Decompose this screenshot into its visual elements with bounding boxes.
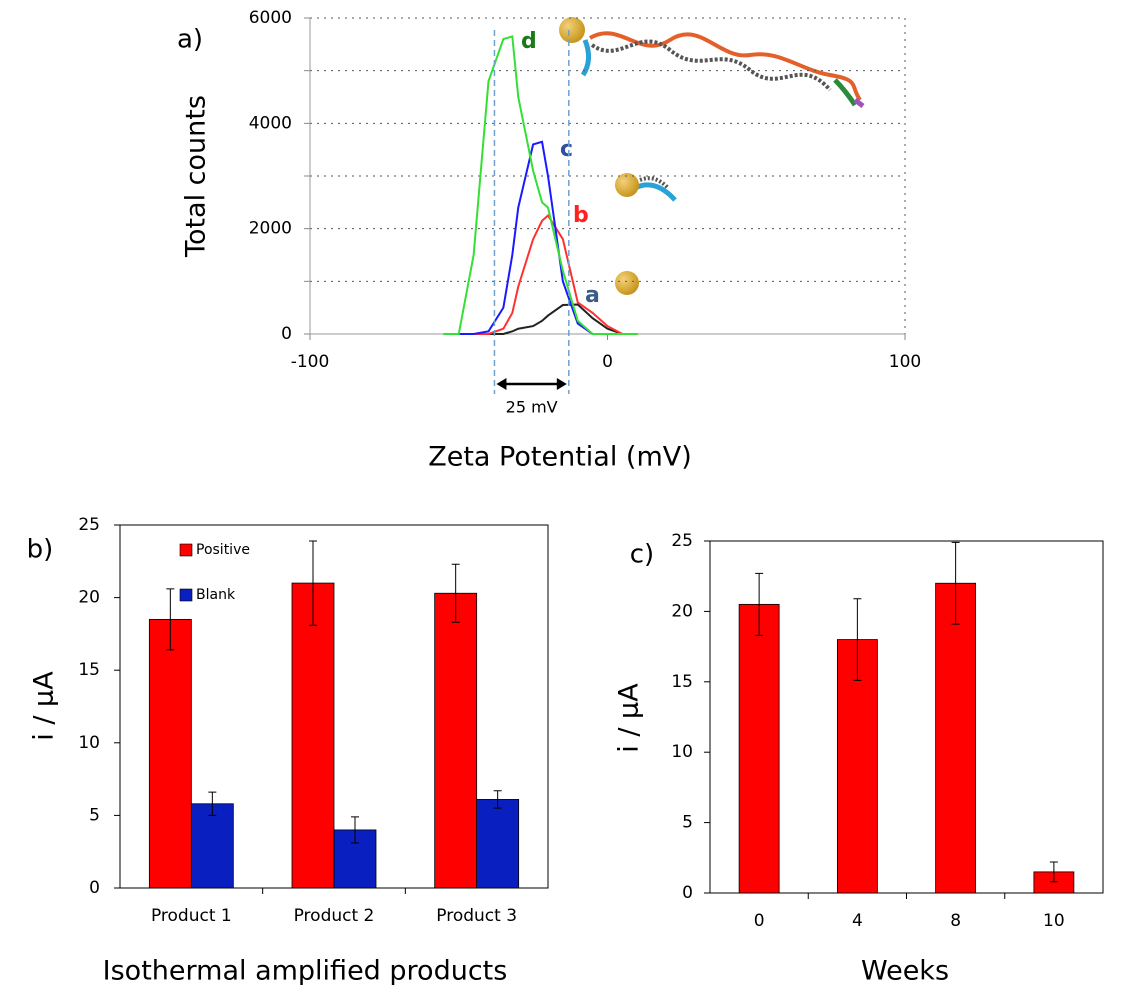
y-tick-label: 20 xyxy=(671,601,693,621)
strand xyxy=(639,176,670,190)
bar xyxy=(148,618,192,889)
strand xyxy=(633,182,677,202)
bar xyxy=(291,582,335,889)
x-tick-label: 10 xyxy=(1043,911,1065,931)
y-tick-label: 0 xyxy=(89,878,100,898)
annotation: 25 mV xyxy=(506,398,558,417)
bar xyxy=(738,603,780,894)
cartoons xyxy=(559,17,865,295)
y-tick-label: 25 xyxy=(78,515,100,535)
series-label: c xyxy=(560,137,573,162)
line-series xyxy=(443,35,638,335)
legend-label: Blank xyxy=(196,587,236,603)
y-tick-label: 10 xyxy=(78,733,100,753)
bar xyxy=(434,592,478,889)
x-tick-label: Product 2 xyxy=(294,906,375,926)
line-series xyxy=(443,140,638,335)
x-tick-label: -100 xyxy=(291,352,330,372)
series-label: a xyxy=(585,283,600,308)
bar xyxy=(476,799,520,889)
x-tick-label: 0 xyxy=(754,911,765,931)
panel-label: b) xyxy=(27,535,54,565)
y-tick-label: 4000 xyxy=(249,113,292,133)
x-tick-label: 8 xyxy=(950,911,961,931)
y-tick-label: 5 xyxy=(682,813,693,833)
x-axis-label: Weeks xyxy=(861,956,949,987)
y-axis-label: i / μA xyxy=(29,671,60,741)
y-tick-label: 20 xyxy=(78,588,100,608)
x-axis-label: Zeta Potential (mV) xyxy=(428,442,692,473)
strand xyxy=(580,39,591,77)
error-bar xyxy=(351,816,359,844)
x-tick-label: Product 1 xyxy=(151,906,232,926)
error-bar xyxy=(755,572,764,636)
nanoparticle xyxy=(615,271,639,295)
nanoparticle xyxy=(615,173,639,197)
strand xyxy=(853,98,865,108)
bar xyxy=(836,639,878,894)
line-series xyxy=(443,213,638,335)
y-tick-label: 6000 xyxy=(249,8,292,28)
y-tick-label: 5 xyxy=(89,805,100,825)
legend-label: Positive xyxy=(196,542,250,558)
y-tick-label: 10 xyxy=(671,742,693,762)
error-bar xyxy=(1049,861,1058,883)
error-bar xyxy=(166,588,175,651)
bar xyxy=(935,582,977,894)
x-tick-label: 0 xyxy=(602,352,613,372)
error-bar xyxy=(309,540,317,626)
error-bar xyxy=(951,541,960,625)
x-tick-label: 4 xyxy=(852,911,863,931)
helix xyxy=(590,39,832,92)
x-tick-label: Product 3 xyxy=(436,906,517,926)
error-bar xyxy=(208,791,217,816)
y-axis-label: i / μA xyxy=(614,683,645,753)
line-series xyxy=(443,303,638,335)
panel-label: a) xyxy=(177,25,203,55)
series-label: b xyxy=(573,203,589,228)
error-bar xyxy=(853,598,862,681)
legend-swatch xyxy=(179,543,193,557)
bar xyxy=(190,803,234,889)
series-label: d xyxy=(521,29,537,54)
helix xyxy=(588,31,862,102)
y-axis-label: Total counts xyxy=(181,95,212,258)
y-tick-label: 25 xyxy=(671,531,693,551)
error-bar xyxy=(493,790,502,809)
y-tick-label: 15 xyxy=(671,672,693,692)
y-tick-label: 0 xyxy=(281,324,292,344)
legend-swatch xyxy=(179,588,193,602)
error-bar xyxy=(451,563,460,623)
x-tick-label: 100 xyxy=(889,352,921,372)
x-axis-label: Isothermal amplified products xyxy=(103,956,508,987)
nanoparticle xyxy=(559,17,585,43)
panel-label: c) xyxy=(630,540,654,570)
y-tick-label: 15 xyxy=(78,660,100,680)
strand xyxy=(833,78,858,107)
y-tick-label: 2000 xyxy=(249,219,292,239)
y-tick-label: 0 xyxy=(682,883,693,903)
